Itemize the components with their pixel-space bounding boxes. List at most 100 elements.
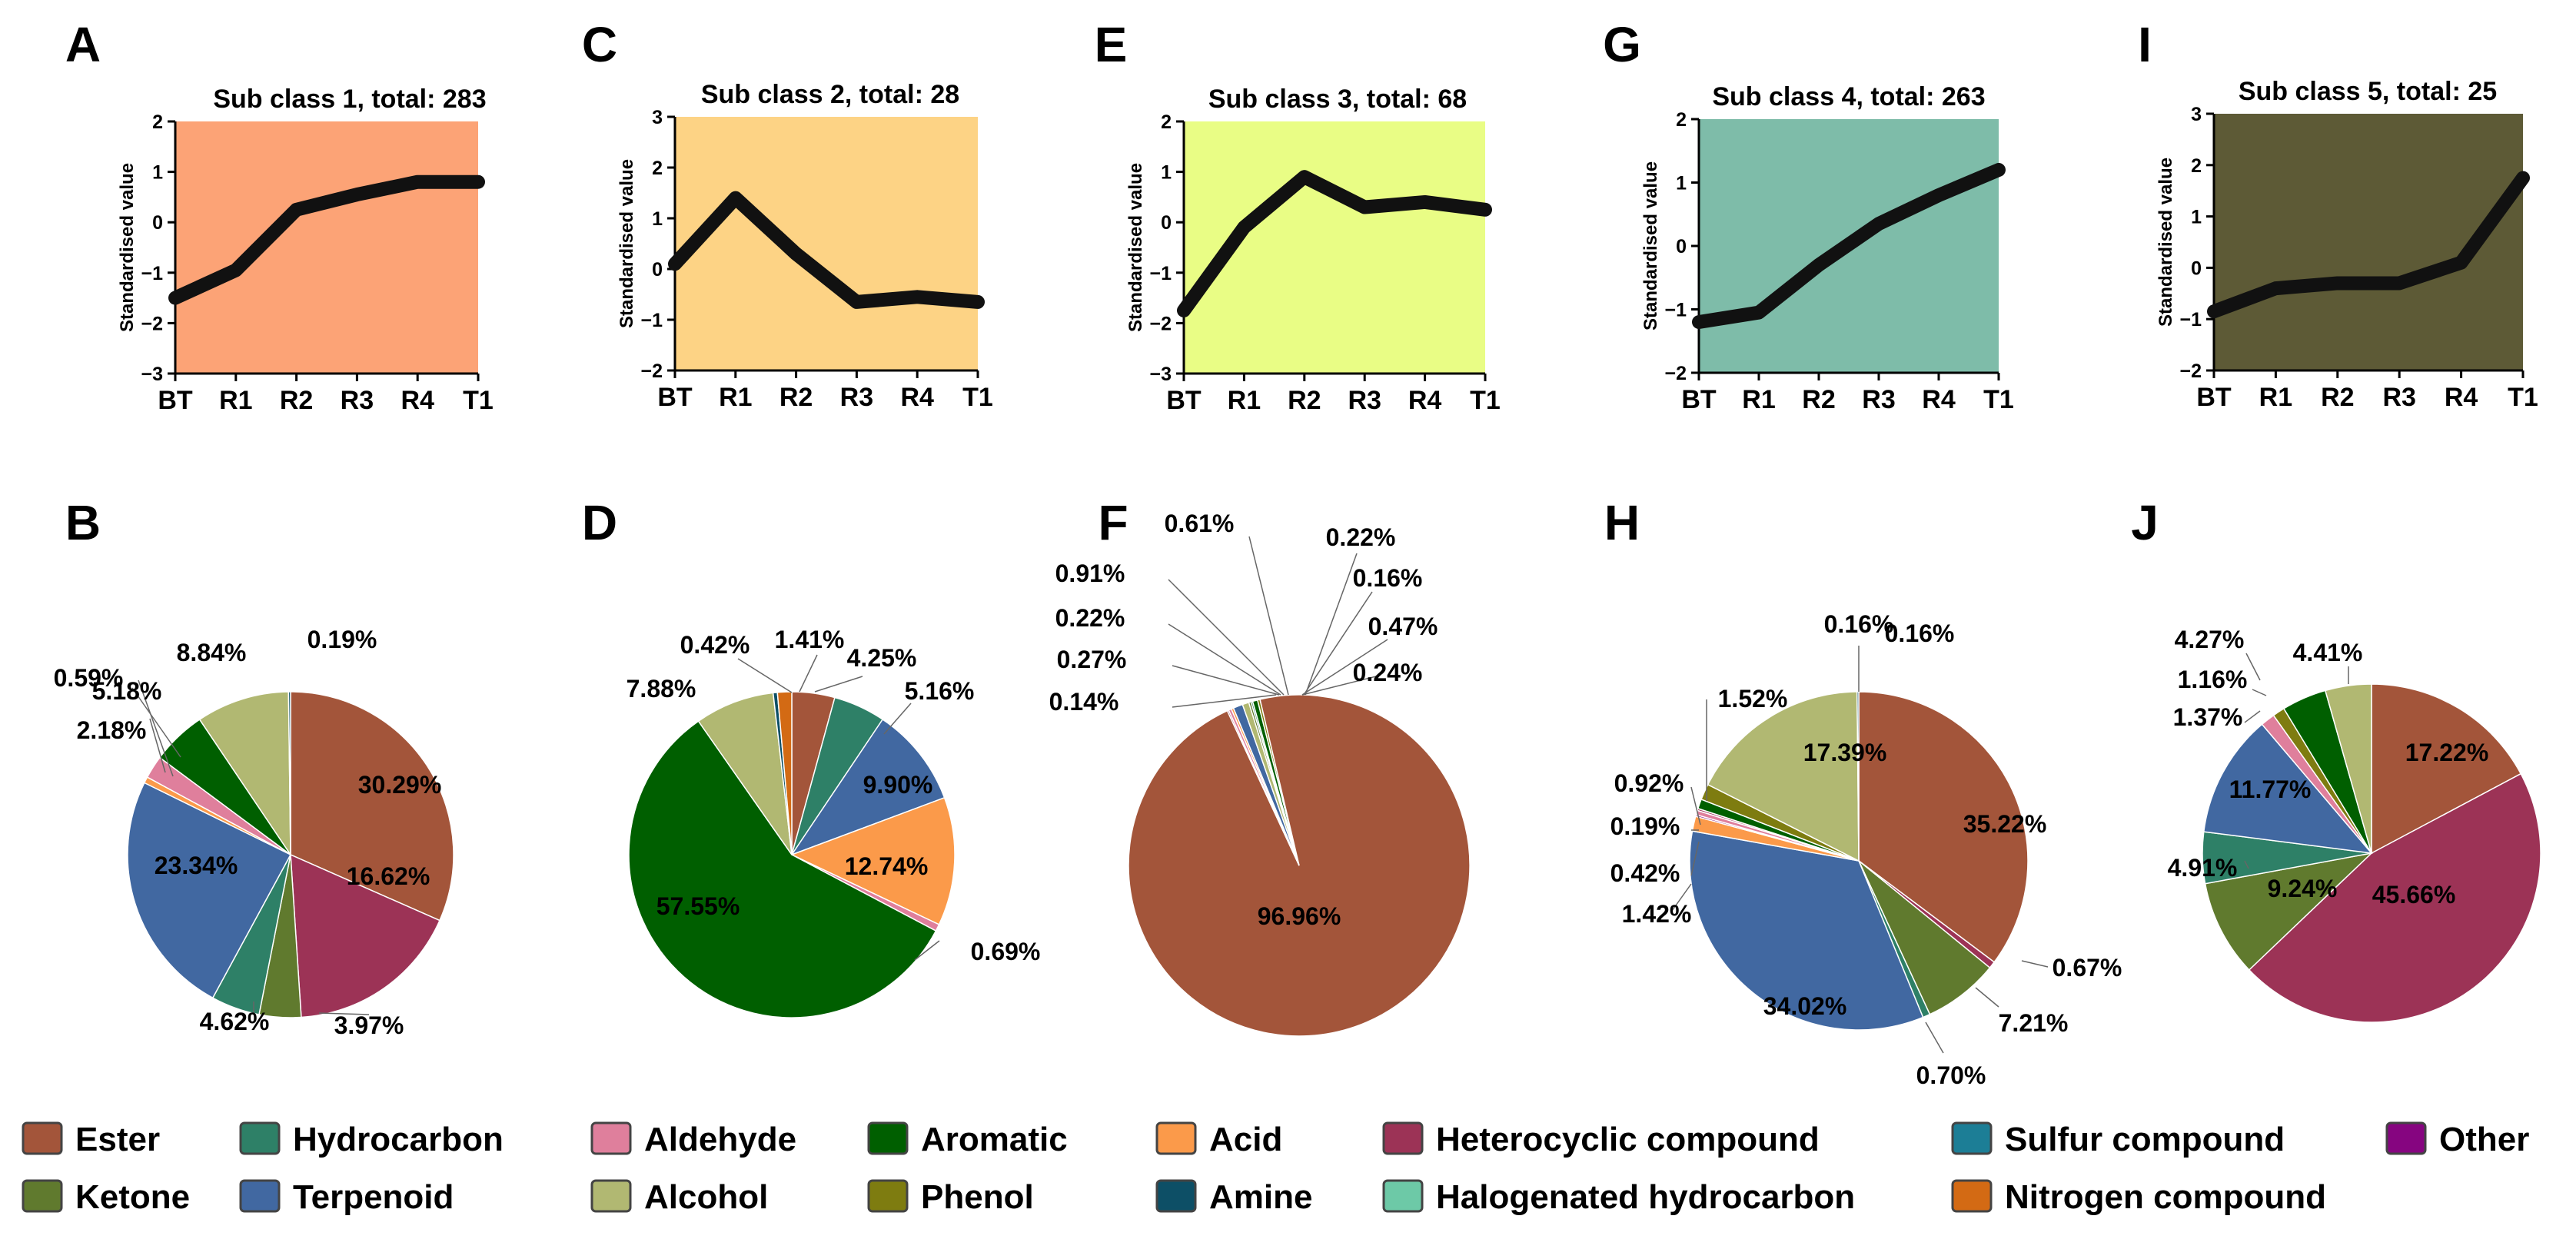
- legend-swatch: [867, 1121, 909, 1155]
- legend-swatch: [2385, 1121, 2427, 1155]
- slice-label: 34.02%: [1763, 992, 1847, 1020]
- x-tick-label: R1: [219, 386, 252, 415]
- leader-line: [2021, 960, 2049, 968]
- slice-label: 0.67%: [2052, 954, 2122, 982]
- x-tick-label: R2: [280, 386, 313, 415]
- legend-item: Acid: [1155, 1121, 1282, 1158]
- y-tick-label: −3: [1149, 364, 1172, 385]
- legend-swatch: [1155, 1121, 1197, 1155]
- leader-line: [2244, 710, 2261, 723]
- pie-slice: [1707, 691, 1860, 862]
- leader-line: [1172, 665, 1280, 696]
- y-tick-label: 2: [152, 111, 163, 133]
- x-tick-label: T1: [1470, 386, 1501, 415]
- slice-label: 0.47%: [1368, 613, 1438, 640]
- leader-line: [1301, 639, 1388, 696]
- leader-line: [799, 654, 818, 693]
- legend-label: Heterocyclic compound: [1436, 1121, 1820, 1158]
- x-tick-label: R3: [341, 386, 374, 415]
- pie-chart-J: J 17.22% 45.66% 9.24% 4.91% 11.77% 1.37% 1.16% 4…: [2131, 495, 2541, 1023]
- y-tick-label: 1: [1676, 173, 1687, 194]
- pie-slice: [290, 853, 440, 1018]
- slice-label: 4.27%: [2175, 626, 2245, 653]
- pie-slice: [198, 691, 291, 857]
- panel-letter: C: [582, 17, 617, 72]
- pie-slice: [790, 718, 946, 856]
- y-tick-label: −1: [1664, 300, 1687, 321]
- legend-item: Ester: [22, 1121, 160, 1158]
- x-tick-label: R1: [1742, 385, 1775, 414]
- legend-item: Amine: [1155, 1178, 1312, 1216]
- legend-label: Terpenoid: [293, 1178, 454, 1216]
- leader-line: [914, 940, 940, 961]
- slice-label: 1.41%: [775, 626, 845, 653]
- y-tick-label: 0: [152, 212, 163, 234]
- leader-line: [883, 703, 912, 735]
- legend-item: Aldehyde: [590, 1121, 796, 1158]
- y-tick-label: 1: [2191, 207, 2202, 228]
- slice-label: 4.91%: [2168, 854, 2238, 882]
- panel-letter: F: [1098, 495, 1128, 550]
- x-tick-label: R1: [719, 383, 752, 412]
- slice-label: 57.55%: [656, 892, 740, 920]
- y-tick-label: 1: [1161, 162, 1172, 184]
- y-tick-label: 0: [1676, 236, 1687, 257]
- y-axis-label: Standardised value: [117, 163, 138, 332]
- line-chart-I: I Sub class 5, total: 25 −2 −1 0 1 2 3 BT R1 R2 R3 R…: [2138, 17, 2538, 412]
- slice-label: 0.19%: [307, 626, 377, 653]
- series-line: [2207, 171, 2530, 319]
- leader-line: [1925, 1021, 1944, 1054]
- y-tick-label: 3: [652, 107, 663, 128]
- pie-slice: [1858, 860, 1991, 1015]
- leader-line: [1248, 536, 1289, 696]
- slice-label: 0.61%: [1165, 510, 1235, 537]
- x-tick-label: R1: [2259, 383, 2292, 412]
- legend-label: Halogenated hydrocarbon: [1436, 1178, 1855, 1216]
- slice-label: 16.62%: [347, 862, 430, 890]
- x-tick-label: T1: [1983, 385, 2014, 414]
- y-tick-label: 1: [652, 208, 663, 230]
- legend-item: Phenol: [867, 1178, 1034, 1216]
- y-tick-label: 0: [652, 259, 663, 281]
- slice-label: 0.16%: [1885, 620, 1955, 647]
- pie-slice: [288, 691, 291, 855]
- legend-label: Ester: [75, 1121, 160, 1158]
- plot-background: [175, 121, 478, 374]
- slice-label: 1.42%: [1622, 900, 1692, 928]
- legend-item: Alcohol: [590, 1178, 768, 1216]
- x-tick-label: R1: [1228, 386, 1261, 415]
- pie-slice: [127, 782, 292, 999]
- pie-slice: [790, 796, 956, 925]
- leader-line: [149, 718, 166, 773]
- pie-slice: [2248, 772, 2541, 1023]
- slice-label: 0.19%: [1610, 812, 1680, 840]
- slice-label: 17.22%: [2405, 739, 2489, 766]
- pie-slice: [1858, 691, 2029, 963]
- slice-label: 7.88%: [627, 675, 696, 703]
- line-chart-G: G Sub class 4, total: 263 −2 −1 0 1 2 BT R1 R2 R3 R…: [1603, 17, 2014, 414]
- y-tick-label: 2: [1161, 111, 1172, 133]
- leader-line: [138, 679, 174, 777]
- legend-label: Amine: [1209, 1178, 1312, 1216]
- legend-label: Nitrogen compound: [2005, 1178, 2326, 1216]
- slice-label: 0.22%: [1326, 523, 1396, 551]
- x-tick-label: BT: [1166, 386, 1202, 415]
- chart-title: Sub class 3, total: 68: [1208, 85, 1467, 114]
- panel-letter: G: [1603, 17, 1641, 72]
- leader-line: [814, 676, 863, 693]
- leader-line: [1975, 987, 1999, 1008]
- slice-label: 4.25%: [847, 644, 917, 672]
- legend-item: Ketone: [22, 1178, 190, 1216]
- legend-label: Other: [2439, 1121, 2529, 1158]
- chart-title: Sub class 2, total: 28: [701, 80, 959, 109]
- x-tick-label: BT: [657, 383, 693, 412]
- slice-label: 0.14%: [1049, 688, 1119, 716]
- x-tick-label: T1: [2508, 383, 2538, 412]
- legend-swatch: [1382, 1121, 1424, 1155]
- slice-label: 12.74%: [845, 852, 929, 880]
- slice-label: 0.92%: [1614, 769, 1684, 797]
- slice-label: 8.84%: [177, 639, 247, 666]
- y-tick-label: 0: [2191, 257, 2202, 279]
- legend-swatch: [1382, 1179, 1424, 1213]
- x-tick-label: R4: [2445, 383, 2478, 412]
